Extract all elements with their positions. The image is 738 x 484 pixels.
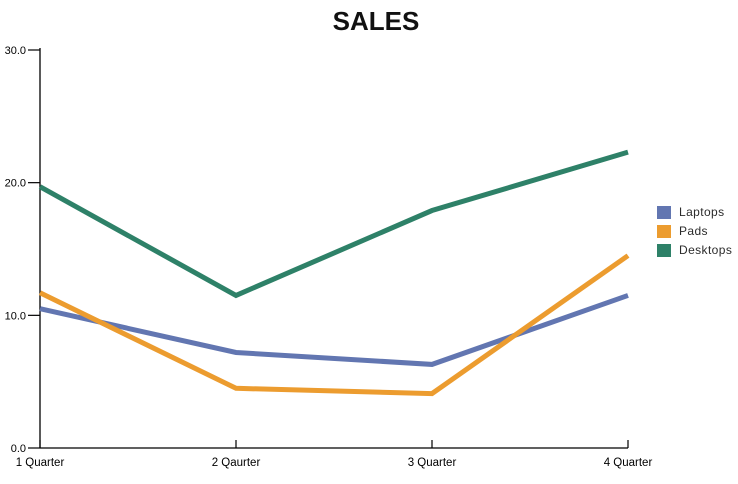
series-line-desktops: [38, 149, 629, 299]
x-tick-label: 3 Quarter: [408, 457, 457, 469]
x-tick-label: 2 Qaurter: [212, 457, 261, 469]
legend-label-laptops: Laptops: [679, 205, 725, 219]
legend-item-laptops: Laptops: [657, 205, 732, 219]
legend-item-pads: Pads: [657, 224, 732, 238]
x-tick-label: 1 Quarter: [16, 457, 65, 469]
y-tick-label: 20.0: [5, 178, 26, 190]
y-tick-label: 30.0: [5, 45, 26, 57]
series-line-laptops: [39, 293, 629, 367]
x-tick-label: 4 Quarter: [604, 457, 653, 469]
legend-swatch-laptops: [657, 205, 671, 219]
series-line-pads: [38, 253, 630, 397]
y-tick-label: 10.0: [5, 310, 26, 322]
legend-item-desktops: Desktops: [657, 243, 732, 257]
legend-swatch-pads: [657, 224, 671, 238]
legend-label-desktops: Desktops: [679, 243, 733, 257]
legend: Laptops Pads Desktops: [657, 205, 732, 257]
y-tick-label: 0.0: [11, 443, 26, 455]
chart-title: SALES: [332, 6, 420, 36]
legend-label-pads: Pads: [679, 224, 708, 238]
legend-swatch-desktops: [657, 243, 671, 257]
